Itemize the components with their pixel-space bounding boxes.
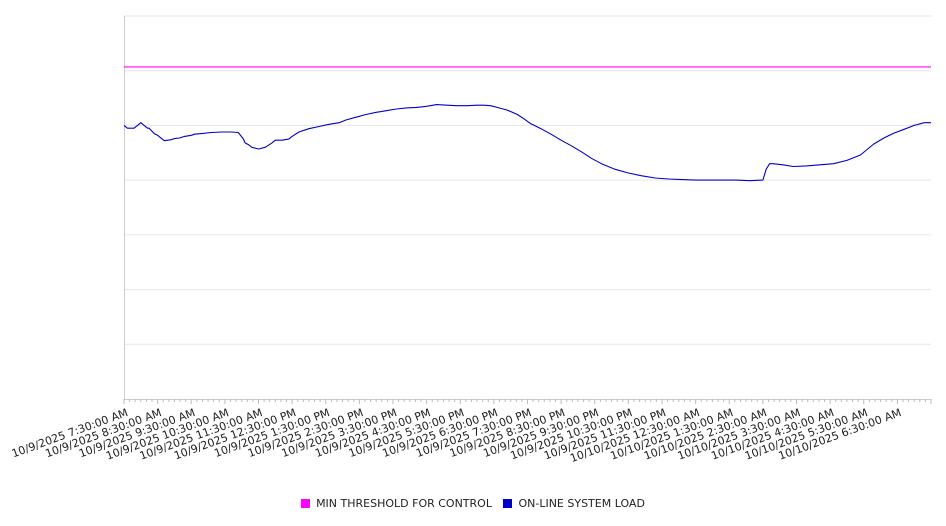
legend: MIN THRESHOLD FOR CONTROL ON-LINE SYSTEM… (0, 497, 946, 511)
legend-label-load: ON-LINE SYSTEM LOAD (518, 497, 645, 510)
legend-swatch-threshold (301, 499, 311, 508)
legend-label-threshold: MIN THRESHOLD FOR CONTROL (316, 497, 492, 510)
grid-layer (124, 15, 931, 345)
legend-swatch-load (503, 499, 513, 508)
legend-item-load[interactable]: ON-LINE SYSTEM LOAD (503, 497, 645, 510)
series-layer (123, 66, 931, 182)
legend-item-threshold[interactable]: MIN THRESHOLD FOR CONTROL (301, 497, 492, 510)
axis-layer (123, 16, 932, 404)
series-line-load (123, 104, 931, 182)
